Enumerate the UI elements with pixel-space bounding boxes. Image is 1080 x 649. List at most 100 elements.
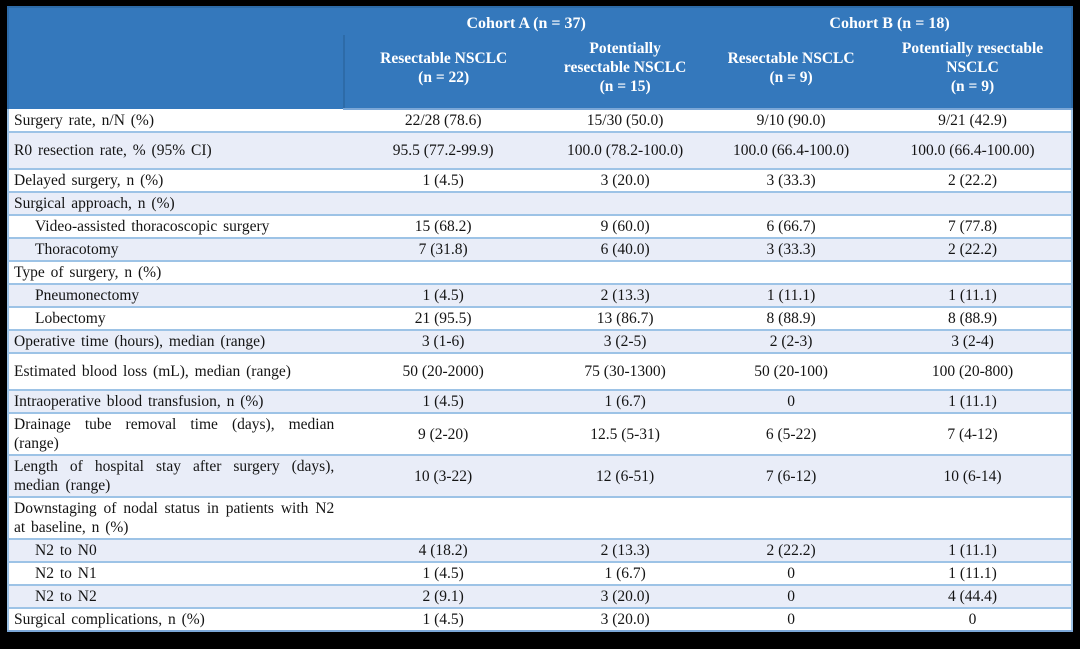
cell-value: 1 (4.5): [344, 168, 543, 192]
cell-value: 3 (20.0): [542, 168, 709, 192]
cell-value: 1 (11.1): [874, 538, 1073, 562]
table-row: Surgical complications, n (%) 1 (4.5) 3 (2…: [6, 607, 1073, 632]
row-label: Video-assisted thoracoscopic surgery: [6, 214, 345, 238]
cell-value: 1 (11.1): [708, 283, 875, 307]
table-row: Pneumonectomy 1 (4.5) 2 (13.3) 1 (11.1) 1 (1…: [6, 283, 1073, 307]
table-row: R0 resection rate, % (95% CI) 95.5 (77.2-…: [6, 131, 1073, 169]
table-row: N2 to N1 1 (4.5) 1 (6.7) 0 1 (11.1): [6, 561, 1073, 585]
table-row: Video-assisted thoracoscopic surgery 15 (…: [6, 214, 1073, 238]
cell-value: 7 (31.8): [344, 237, 543, 261]
cell-value: 2 (22.2): [874, 237, 1073, 261]
cell-value: 1 (4.5): [344, 561, 543, 585]
column-header-row: Resectable NSCLC (n = 22) Potentially re…: [8, 35, 1073, 110]
table-row: Drainage tube removal time (days), media…: [6, 412, 1073, 455]
cell-value: 6 (66.7): [708, 214, 875, 238]
cell-value: 2 (22.2): [874, 168, 1073, 192]
cell-value: 12 (6-51): [542, 454, 709, 497]
row-label: N2 to N1: [6, 561, 345, 585]
cell-value: 15/30 (50.0): [542, 109, 709, 132]
cell-value: 100 (20-800): [874, 352, 1073, 390]
cell-value: 7 (77.8): [874, 214, 1073, 238]
table-row: Type of surgery, n (%): [6, 260, 1073, 284]
cell-value: 3 (2-4): [874, 329, 1073, 353]
cell-value: 8 (88.9): [708, 306, 875, 330]
cell-value: 3 (20.0): [542, 607, 709, 632]
table-row: Intraoperative blood transfusion, n (%) 1…: [6, 389, 1073, 413]
table-row: Surgical approach, n (%): [6, 191, 1073, 215]
cell-value: 1 (4.5): [344, 389, 543, 413]
cell-value: [542, 260, 709, 284]
row-label: Type of surgery, n (%): [6, 260, 345, 284]
cell-value: 0: [708, 584, 875, 608]
cell-value: 3 (33.3): [708, 237, 875, 261]
column-header-resectable-b: Resectable NSCLC (n = 9): [708, 35, 875, 110]
row-label: Estimated blood loss (mL), median (range…: [6, 352, 345, 390]
cell-value: 21 (95.5): [344, 306, 543, 330]
cell-value: [874, 191, 1073, 215]
cell-value: 13 (86.7): [542, 306, 709, 330]
column-header-resectable-a: Resectable NSCLC (n = 22): [343, 35, 543, 110]
table-row: Estimated blood loss (mL), median (range…: [6, 352, 1073, 390]
table-row: Length of hospital stay after surgery (d…: [6, 454, 1073, 497]
row-label: Surgery rate, n/N (%): [6, 109, 345, 132]
cell-value: 10 (3-22): [344, 454, 543, 497]
cell-value: 7 (4-12): [874, 412, 1073, 455]
cell-value: 50 (20-2000): [344, 352, 543, 390]
cell-value: 0: [708, 389, 875, 413]
row-label: Delayed surgery, n (%): [6, 168, 345, 192]
row-label: Thoracotomy: [6, 237, 345, 261]
cell-value: [708, 260, 875, 284]
row-label: Lobectomy: [6, 306, 345, 330]
cell-value: [708, 496, 875, 539]
cell-value: 1 (11.1): [874, 283, 1073, 307]
table-body: Surgery rate, n/N (%) 22/28 (78.6) 15/30 (…: [6, 109, 1073, 632]
cell-value: [542, 496, 709, 539]
cell-value: 3 (20.0): [542, 584, 709, 608]
cell-value: 7 (6-12): [708, 454, 875, 497]
cohort-group-row: Cohort A (n = 37) Cohort B (n = 18): [6, 6, 1073, 109]
cell-value: 4 (18.2): [344, 538, 543, 562]
cell-value: 2 (13.3): [542, 538, 709, 562]
row-label: Surgical approach, n (%): [6, 191, 345, 215]
cell-value: 3 (1-6): [344, 329, 543, 353]
header-corner-cell: [6, 6, 345, 109]
row-label: Length of hospital stay after surgery (d…: [6, 454, 345, 497]
cell-value: 12.5 (5-31): [542, 412, 709, 455]
column-header-potentially-resectable-a: Potentially resectable NSCLC (n = 15): [542, 35, 709, 110]
table-row: Delayed surgery, n (%) 1 (4.5) 3 (20.0) 3 (…: [6, 168, 1073, 192]
row-label: Intraoperative blood transfusion, n (%): [6, 389, 345, 413]
row-label: N2 to N2: [6, 584, 345, 608]
cell-value: [542, 191, 709, 215]
cell-value: 1 (11.1): [874, 561, 1073, 585]
cell-value: 100.0 (78.2-100.0): [542, 131, 709, 169]
cell-value: 9 (2-20): [344, 412, 543, 455]
cell-value: 1 (6.7): [542, 389, 709, 413]
column-header-potentially-resectable-b: Potentially resectable NSCLC (n = 9): [874, 35, 1073, 110]
cell-value: 9 (60.0): [542, 214, 709, 238]
row-label: R0 resection rate, % (95% CI): [6, 131, 345, 169]
cohort-b-header: Cohort B (n = 18): [708, 6, 1073, 35]
cell-value: 15 (68.2): [344, 214, 543, 238]
cell-value: 0: [874, 607, 1073, 632]
cell-value: 2 (22.2): [708, 538, 875, 562]
cohort-a-header: Cohort A (n = 37): [344, 6, 709, 35]
cell-value: [344, 191, 543, 215]
cell-value: 10 (6-14): [874, 454, 1073, 497]
cell-value: 0: [708, 607, 875, 632]
row-label: Downstaging of nodal status in patients …: [6, 496, 345, 539]
cell-value: 1 (6.7): [542, 561, 709, 585]
cell-value: 6 (40.0): [542, 237, 709, 261]
table-row: N2 to N0 4 (18.2) 2 (13.3) 2 (22.2) 1 (11.1): [6, 538, 1073, 562]
cell-value: 1 (4.5): [344, 283, 543, 307]
cell-value: 75 (30-1300): [542, 352, 709, 390]
cell-value: 1 (11.1): [874, 389, 1073, 413]
cell-value: 9/21 (42.9): [874, 109, 1073, 132]
table-row: Downstaging of nodal status in patients …: [6, 496, 1073, 539]
cell-value: 6 (5-22): [708, 412, 875, 455]
cell-value: 100.0 (66.4-100.0): [708, 131, 875, 169]
table-row: N2 to N2 2 (9.1) 3 (20.0) 0 4 (44.4): [6, 584, 1073, 608]
row-label: Surgical complications, n (%): [6, 607, 345, 632]
row-label: Operative time (hours), median (range): [6, 329, 345, 353]
table-header: Cohort A (n = 37) Cohort B (n = 18) Rese…: [6, 6, 1073, 110]
